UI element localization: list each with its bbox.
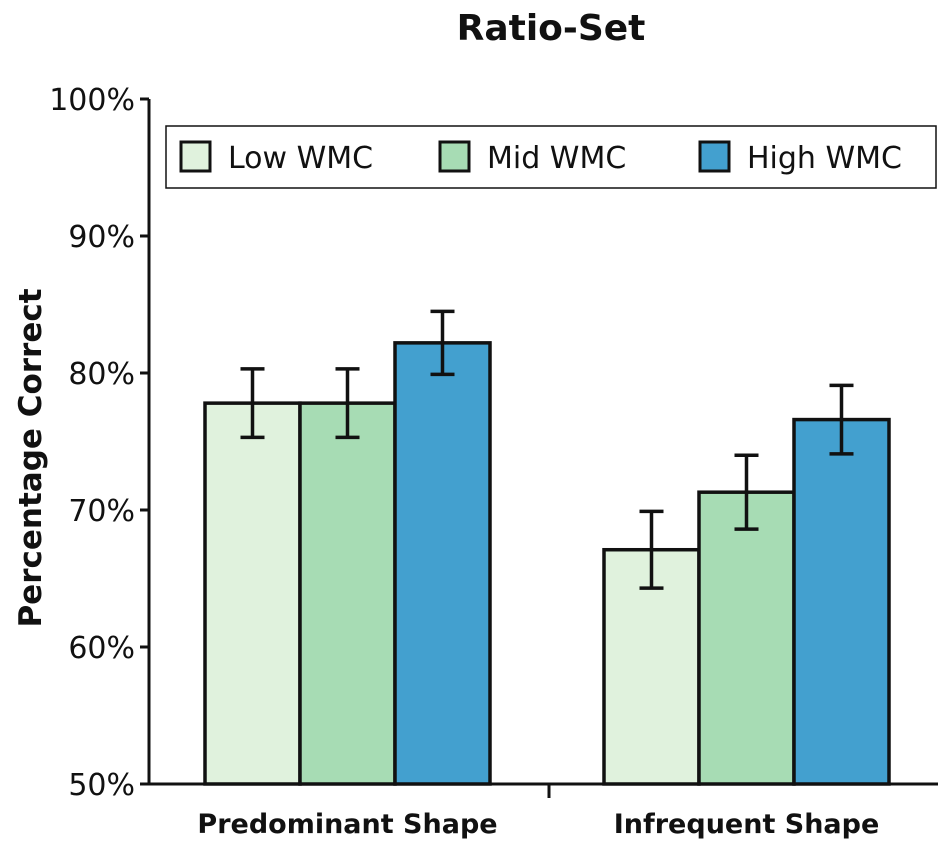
chart-title: Ratio-Set bbox=[457, 8, 646, 49]
y-axis-label: Percentage Correct bbox=[13, 288, 49, 627]
x-tick-label: Predominant Shape bbox=[197, 809, 497, 840]
legend-label: High WMC bbox=[747, 141, 902, 176]
y-tick-label: 80% bbox=[68, 357, 135, 392]
legend-label: Mid WMC bbox=[487, 141, 626, 176]
y-tick-label: 50% bbox=[68, 768, 135, 803]
bar bbox=[393, 341, 492, 786]
x-tick-label: Infrequent Shape bbox=[614, 809, 880, 840]
bar bbox=[203, 401, 302, 786]
legend: Low WMC Mid WMC High WMC bbox=[165, 125, 937, 189]
bar bbox=[697, 490, 796, 786]
y-tick-label: 90% bbox=[68, 220, 135, 255]
y-tick-label: 100% bbox=[49, 83, 135, 118]
axes: 50% 60% 70% 80% 90% 100% Predominant Shape Infr… bbox=[49, 83, 938, 840]
bar bbox=[298, 401, 397, 786]
bar bbox=[792, 417, 891, 786]
legend-swatch bbox=[698, 140, 731, 173]
legend-label: Low WMC bbox=[228, 141, 373, 176]
legend-swatch bbox=[179, 140, 212, 173]
y-tick-label: 70% bbox=[68, 494, 135, 529]
legend-swatch bbox=[438, 140, 471, 173]
y-tick-label: 60% bbox=[68, 631, 135, 666]
bars bbox=[203, 309, 891, 786]
legend-box bbox=[165, 125, 937, 189]
